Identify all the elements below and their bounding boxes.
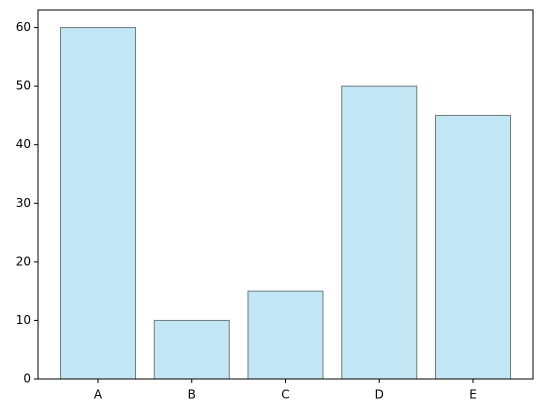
x-tick-label: E (469, 388, 477, 402)
bar (341, 85, 418, 380)
x-tick-label: D (375, 388, 384, 402)
bar (247, 290, 324, 380)
y-tick-label: 40 (16, 137, 31, 151)
bar (435, 114, 511, 380)
y-tick-label: 60 (16, 20, 31, 34)
y-tick-label: 50 (16, 79, 31, 93)
x-tick-label: C (281, 388, 289, 402)
x-tick-label: A (94, 388, 103, 402)
bar (60, 27, 136, 380)
y-tick-label: 0 (23, 372, 31, 386)
axes-frame (37, 9, 534, 380)
bar (153, 319, 230, 380)
y-tick-label: 10 (16, 313, 31, 327)
y-tick-label: 30 (16, 196, 31, 210)
x-tick-label: B (188, 388, 196, 402)
y-tick-label: 20 (16, 254, 31, 268)
